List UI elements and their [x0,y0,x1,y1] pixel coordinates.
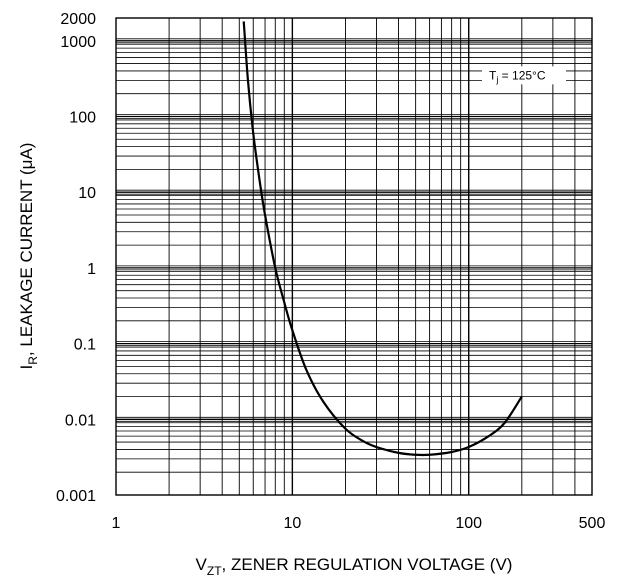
y-tick-label: 100 [69,109,96,126]
ylabel-sub: R [26,356,40,365]
xlabel-base: V [196,555,208,574]
xlabel-sub: ZT [207,564,222,578]
x-tick-label: 1 [112,515,121,532]
y-tick-label: 2000 [60,11,96,28]
ann-sub: j [495,74,498,84]
x-tick-label: 10 [283,515,301,532]
plot-frame [115,17,593,496]
xlabel-rest: , ZENER REGULATION VOLTAGE (V) [222,555,513,574]
temperature-label: Tj = 125°C [489,68,546,84]
tick-labels: 2000 1000 100 10 1 0.1 0.01 0.001 1 10 100 500 [56,11,605,532]
ann-rest: = 125°C [498,68,545,82]
ylabel-base: I [17,365,36,370]
y-tick-label: 1000 [60,34,96,51]
y-tick-label: 0.001 [56,488,96,505]
y-tick-label: 1 [87,261,96,278]
y-tick-label: 10 [78,185,96,202]
y-tick-label: 0.1 [74,337,96,354]
y-axis-label: IR, LEAKAGE CURRENT (μA) [17,143,40,370]
ylabel-rest: , LEAKAGE CURRENT (μA) [17,143,36,357]
grid-lines [116,18,592,495]
y-tick-label: 0.01 [65,412,96,429]
x-tick-label: 100 [455,515,482,532]
leakage-curve-series [242,21,523,457]
x-axis-label: VZT, ZENER REGULATION VOLTAGE (V) [196,555,513,578]
x-tick-label: 500 [579,515,606,532]
ann-base: T [489,68,497,82]
temperature-annotation: Tj = 125°C [482,66,566,85]
